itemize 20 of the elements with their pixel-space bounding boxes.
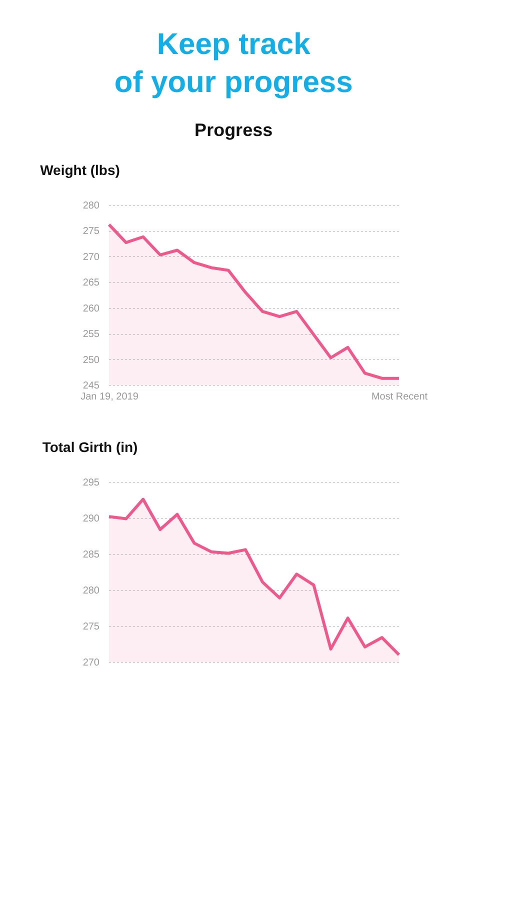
y-tick-label: 275 [82,226,100,238]
y-tick-label: 295 [82,478,100,488]
y-tick-label: 280 [82,586,100,596]
text: Progress [194,120,273,140]
y-tick-label: 275 [82,622,100,632]
x-tick-label: Most Recent [371,392,428,402]
text: Keep track of your progress [114,28,353,99]
y-tick-label: 250 [82,354,100,366]
y-tick-label: 260 [82,303,100,314]
chart-title: Weight (lbs) [40,162,120,178]
y-tick-label: 285 [82,550,100,560]
y-tick-label: 245 [82,380,100,392]
y-tick-label: 255 [82,329,100,340]
y-tick-label: 270 [82,658,100,668]
y-tick-label: 290 [82,514,100,524]
x-tick-label: Jan 19, 2019 [80,392,139,402]
chart-title: Total Girth (in) [42,439,138,455]
y-tick-label: 265 [82,278,100,289]
y-tick-label: 280 [82,200,100,212]
y-tick-label: 270 [82,252,100,263]
